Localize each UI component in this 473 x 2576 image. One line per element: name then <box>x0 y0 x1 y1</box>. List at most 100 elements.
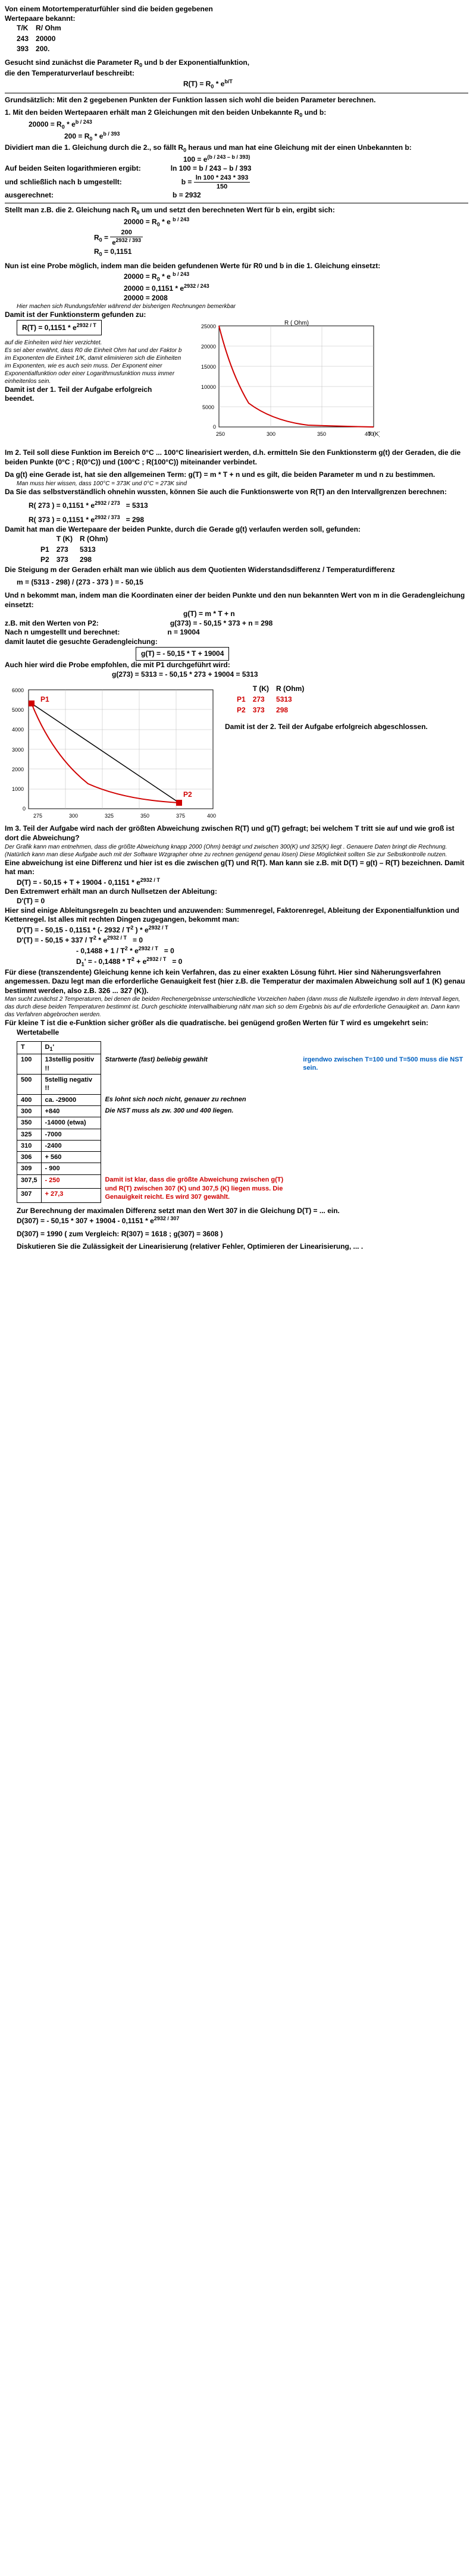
s3eq3c: - 0,1488 + 1 / T2 * e2932 / T = 0 <box>76 945 468 956</box>
svg-text:R ( Ohm): R ( Ohm) <box>284 320 309 326</box>
svg-text:10000: 10000 <box>201 384 216 390</box>
s3note2: Man sucht zunächst 2 Temperaturen, bei d… <box>5 995 468 1019</box>
s1p9: Damit ist der Funktionsterm gefunden zu: <box>5 310 468 320</box>
chart-rt: R ( Ohm) T (K) 2500020000150001000050000… <box>189 320 380 445</box>
s2note: Man muss hier wissen, dass 100°C = 373K … <box>17 480 468 488</box>
s4eq2: D(307) = 1990 ( zum Vergleich: R(307) = … <box>17 1230 468 1239</box>
s2eq8: g(273) = 5313 = - 50,15 * 273 + 19004 = … <box>112 670 468 680</box>
s1eq9: R0 = 0,1151 <box>94 247 468 258</box>
s1eq7: 20000 = R0 * e b / 243 <box>124 216 468 228</box>
s2p8: Nach n umgestellt und berechnet:n = 1900… <box>5 628 468 637</box>
svg-text:375: 375 <box>176 813 185 819</box>
svg-text:1000: 1000 <box>12 786 24 792</box>
svg-text:P1: P1 <box>40 695 49 703</box>
s3p2: Eine abweichung ist eine Differenz und h… <box>5 859 468 877</box>
s1eq3: 100 = e(b / 243 – b / 393) <box>183 154 468 165</box>
s1p4: Auf beiden Seiten logarithmieren ergibt:… <box>5 164 468 174</box>
wertetabelle: TD1' 10013stellig positiv !!Startwerte (… <box>17 1041 468 1203</box>
s3wt: Wertetabelle <box>17 1028 468 1038</box>
svg-text:300: 300 <box>69 813 78 819</box>
s1p7: Stellt man z.B. die 2. Gleichung nach R0… <box>5 206 468 216</box>
svg-text:6000: 6000 <box>12 687 24 693</box>
svg-text:350: 350 <box>140 813 149 819</box>
svg-text:P2: P2 <box>183 790 192 799</box>
s2eq4: g(T) = m * T + n <box>183 610 468 619</box>
svg-text:4000: 4000 <box>12 727 24 733</box>
s1eq1: 20000 = R0 * eb / 243 <box>29 119 468 131</box>
svg-text:350: 350 <box>317 431 326 437</box>
s1p1: Grundsätzlich: Mit den 2 gegebenen Punkt… <box>5 96 468 105</box>
svg-text:300: 300 <box>267 431 275 437</box>
s2p9: damit lautet die gesuchte Geradengleichu… <box>5 637 468 647</box>
s1eq10: 20000 = R0 * e b / 243 <box>124 271 468 283</box>
svg-text:5000: 5000 <box>12 707 24 713</box>
s1p8: Nun ist eine Probe möglich, indem man di… <box>5 262 468 271</box>
s2eq1: R( 273 ) = 0,1151 * e2932 / 273 = 5313 <box>29 500 468 511</box>
r2c2: 200. <box>36 44 68 55</box>
s1p6: ausgerechnet:b = 2932 <box>5 191 468 200</box>
svg-text:250: 250 <box>216 431 225 437</box>
r1c1: 243 <box>17 34 36 45</box>
svg-text:20000: 20000 <box>201 344 216 350</box>
chart2-cap: Damit ist der 2. Teil der Aufgabe erfolg… <box>225 722 428 732</box>
eq-rt: R(T) = R0 * eb/T <box>183 78 468 90</box>
th-tk: T/K <box>17 23 36 34</box>
s2p6: Und n bekommt man, indem man die Koordin… <box>5 591 468 610</box>
s2p5: Die Steigung m der Geraden erhält man wi… <box>5 566 468 575</box>
s1p2: 1. Mit den beiden Wertepaaren erhält man… <box>5 108 468 119</box>
s1eq12: 20000 = 2008 <box>124 294 468 303</box>
s4p2: Diskutieren Sie die Zulässigkeit der Lin… <box>17 1242 468 1252</box>
s2p4: Damit hat man die Wertepaare der beiden … <box>5 525 468 535</box>
s3p6: Für kleine T ist die e-Funktion sicher g… <box>5 1019 468 1028</box>
s1eq13: R(T) = 0,1151 * e2932 / T <box>17 320 102 335</box>
given-values-table: T/KR/ Ohm 24320000 393200. <box>17 23 68 55</box>
intro-l3: Gesucht sind zunächst die Parameter R0 u… <box>5 58 468 69</box>
svg-text:3000: 3000 <box>12 747 24 753</box>
s2p3: Da Sie das selbstverständlich ohnehin wu… <box>5 488 468 497</box>
s2p10: Auch hier wird die Probe empfohlen, die … <box>5 661 468 670</box>
s1p3: Dividiert man die 1. Gleichung durch die… <box>5 143 468 154</box>
s1c1: auf die Einheiten wird hier verzichtet. <box>5 339 183 347</box>
s3eq3d: D1' = - 0,1488 * T2 + e2932 / T = 0 <box>76 956 468 968</box>
svg-text:400: 400 <box>207 813 216 819</box>
s1eq8: R0 = 200e2932 / 393 <box>94 228 468 247</box>
s2eq7: g(T) = - 50,15 * T + 19004 <box>136 647 468 661</box>
s3eq1: D(T) = - 50,15 + T + 19004 - 0,1151 * e2… <box>17 877 468 888</box>
points-table: T (K)R (Ohm) P12735313 P2373298 <box>40 534 115 566</box>
s3p5: Für diese (transzendente) Gleichung kenn… <box>5 968 468 996</box>
s3eq3b: D'(T) = - 50,15 + 337 / T2 * e2932 / T =… <box>17 935 468 945</box>
s3eq3a: D'(T) = - 50,15 - 0,1151 * (- 2932 / T2 … <box>17 925 468 935</box>
s1p5: und schließlich nach b umgestellt:b = ln… <box>5 174 468 191</box>
svg-text:2000: 2000 <box>12 766 24 772</box>
s1p10: Damit ist der 1. Teil der Aufgabe erfolg… <box>5 385 183 404</box>
s3p3: Den Extremwert erhält man an durch Nulls… <box>5 887 468 897</box>
svg-text:400: 400 <box>365 431 374 437</box>
s1note: Hier machen sich Rundungsfehler während … <box>17 303 468 310</box>
svg-text:0: 0 <box>23 806 26 812</box>
s4p1: Zur Berechnung der maximalen Differenz s… <box>17 1207 468 1216</box>
s2eq3: m = (5313 - 298) / (273 - 373 ) = - 50,1… <box>17 578 468 588</box>
chart-linearization: 6000 5000 4000 3000 2000 1000 0 275 300 325 350 37… <box>5 684 219 821</box>
s1eq11: 20000 = 0,1151 * e2932 / 243 <box>124 283 468 294</box>
s3eq2: D'(T) = 0 <box>17 897 468 906</box>
svg-text:25000: 25000 <box>201 323 216 329</box>
points-table-2: T (K)R (Ohm) P12735313 P2373298 <box>237 684 311 715</box>
svg-text:15000: 15000 <box>201 364 216 370</box>
r1c2: 20000 <box>36 34 68 45</box>
svg-text:275: 275 <box>33 813 42 819</box>
intro-l1: Von einem Motortemperaturfühler sind die… <box>5 5 468 14</box>
s3p4: Hier sind einige Ableitungsregeln zu bea… <box>5 906 468 925</box>
s1eq2: 200 = R0 * eb / 393 <box>64 131 468 143</box>
s4eq1: D(307) = - 50,15 * 307 + 19004 - 0,1151 … <box>17 1215 468 1226</box>
s2p1: Im 2. Teil soll diese Funktion im Bereic… <box>5 448 468 467</box>
svg-text:5000: 5000 <box>202 404 214 410</box>
s2eq2: R( 373 ) = 0,1151 * e2932 / 373 = 298 <box>29 514 468 525</box>
intro-l4: die den Temperaturverlauf beschreibt: <box>5 69 468 78</box>
s1c2: Es sei aber erwähnt, dass R0 die Einheit… <box>5 347 183 385</box>
svg-text:325: 325 <box>105 813 114 819</box>
s2p2: Da g(t) eine Gerade ist, hat sie den all… <box>5 470 468 480</box>
s2p7: z.B. mit den Werten von P2:g(373) = - 50… <box>5 619 468 629</box>
svg-text:0: 0 <box>213 424 216 430</box>
s3note: Der Grafik kann man entnehmen, dass die … <box>5 843 468 859</box>
r2c1: 393 <box>17 44 36 55</box>
